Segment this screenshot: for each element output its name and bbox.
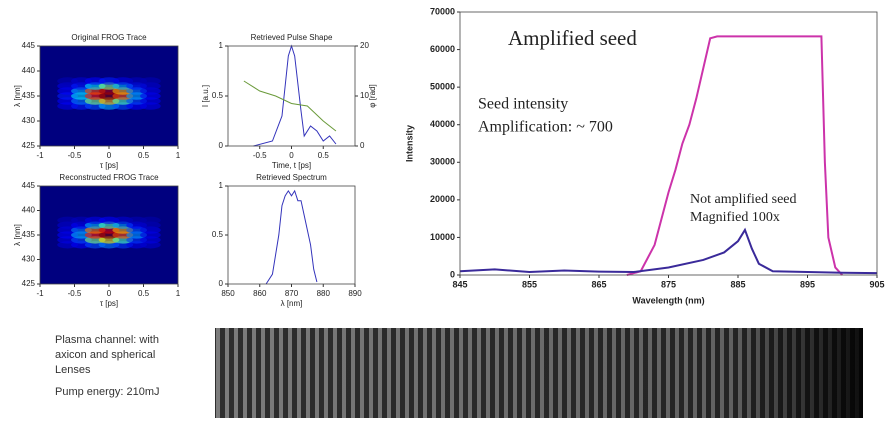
y2-tick-label: 20 bbox=[360, 41, 369, 50]
series-name: Not amplified seed bbox=[690, 192, 797, 207]
y2-tick-label: 0 bbox=[360, 141, 365, 150]
x-tick-label: 1 bbox=[176, 289, 181, 298]
y-tick-label: 1 bbox=[219, 41, 224, 50]
y-tick-label: 1 bbox=[219, 181, 224, 190]
y-tick-label: 440 bbox=[22, 66, 36, 75]
y-axis-label: λ [nm] bbox=[13, 224, 22, 246]
chart: Reconstructed FROG Trace -1 -0.5 0 0.5 1 425 43… bbox=[13, 173, 181, 308]
y-tick-label: 430 bbox=[22, 255, 36, 264]
plot-frame bbox=[227, 45, 356, 147]
x-tick-label: 860 bbox=[253, 289, 267, 298]
plot-frame bbox=[39, 45, 179, 147]
x-tick-label: 865 bbox=[591, 279, 606, 289]
annotation: Amplification: ~ 700 bbox=[478, 119, 613, 136]
x-tick-label: 0 bbox=[289, 151, 294, 160]
y-tick-label: 50000 bbox=[430, 82, 455, 92]
x-tick-label: 0 bbox=[107, 289, 112, 298]
heat-cell bbox=[140, 77, 161, 85]
series-line bbox=[626, 35, 843, 276]
y-tick-label: 40000 bbox=[430, 119, 455, 129]
caption-line: Lenses bbox=[55, 364, 91, 376]
x-tick-label: 1 bbox=[176, 151, 181, 160]
y-tick-label: 0 bbox=[450, 269, 455, 279]
annotation: Magnified 100x bbox=[690, 210, 780, 225]
x-tick-label: -0.5 bbox=[253, 151, 267, 160]
x-tick-label: 845 bbox=[452, 279, 467, 289]
x-tick-label: -1 bbox=[36, 151, 44, 160]
x-tick-label: 875 bbox=[661, 279, 676, 289]
chart-title: Reconstructed FROG Trace bbox=[59, 173, 159, 182]
x-tick-label: -1 bbox=[36, 289, 44, 298]
x-tick-label: 870 bbox=[285, 289, 299, 298]
plot-frame bbox=[459, 11, 878, 276]
y-tick-label: 425 bbox=[22, 141, 36, 150]
series-name: Amplified seed bbox=[508, 26, 637, 50]
x-tick-label: 885 bbox=[730, 279, 745, 289]
x-tick-label: 0 bbox=[107, 151, 112, 160]
chart: 845 855 865 875 885 895 905 0 10000 20000 30000 400… bbox=[404, 6, 884, 305]
pump-energy: Pump energy: 210mJ bbox=[55, 386, 160, 398]
x-tick-label: 895 bbox=[800, 279, 815, 289]
y-tick-label: 20000 bbox=[430, 194, 455, 204]
series-line bbox=[243, 80, 337, 132]
x-tick-label: -0.5 bbox=[68, 151, 82, 160]
chart: Retrieved Spectrum 850 860 870 880 890 0 0.5 1 λ … bbox=[212, 173, 362, 308]
plot-frame bbox=[39, 185, 179, 285]
y-axis-label: Intensity bbox=[404, 125, 414, 162]
y-tick-label: 70000 bbox=[430, 6, 455, 16]
x-axis-label: Wavelength (nm) bbox=[632, 295, 704, 305]
x-axis-label: τ [ps] bbox=[100, 161, 118, 170]
chart-title: Retrieved Spectrum bbox=[256, 173, 327, 182]
y-tick-label: 425 bbox=[22, 279, 36, 288]
y2-tick-label: 10 bbox=[360, 91, 369, 100]
caption-line: Plasma channel: with bbox=[55, 334, 159, 346]
x-tick-label: 850 bbox=[221, 289, 235, 298]
series-line bbox=[265, 189, 318, 285]
chart: Original FROG Trace -1 -0.5 0 0.5 1 425 430 435 4… bbox=[13, 33, 181, 170]
y-tick-label: 0 bbox=[219, 279, 224, 288]
x-tick-label: 855 bbox=[522, 279, 537, 289]
x-axis-label: Time, t [ps] bbox=[272, 161, 311, 170]
y-tick-label: 0.5 bbox=[212, 91, 224, 100]
x-tick-label: 0.5 bbox=[318, 151, 330, 160]
y-tick-label: 10000 bbox=[430, 232, 455, 242]
y-tick-label: 60000 bbox=[430, 44, 455, 54]
y-tick-label: 445 bbox=[22, 181, 36, 190]
plasma-image-shade bbox=[215, 328, 863, 418]
y-tick-label: 435 bbox=[22, 230, 36, 239]
x-tick-label: 0.5 bbox=[138, 151, 150, 160]
series-line bbox=[459, 227, 878, 275]
chart-title: Original FROG Trace bbox=[71, 33, 147, 42]
y-tick-label: 0.5 bbox=[212, 230, 224, 239]
y2-axis-label: φ [rad] bbox=[368, 84, 377, 107]
caption-line: axicon and spherical bbox=[55, 349, 155, 361]
x-tick-label: 0.5 bbox=[138, 289, 150, 298]
y-tick-label: 435 bbox=[22, 91, 36, 100]
annotation: Seed intensity bbox=[478, 96, 568, 113]
x-tick-label: -0.5 bbox=[68, 289, 82, 298]
y-axis-label: λ [nm] bbox=[13, 85, 22, 107]
y-tick-label: 440 bbox=[22, 206, 36, 215]
y-tick-label: 430 bbox=[22, 116, 36, 125]
x-tick-label: 890 bbox=[348, 289, 362, 298]
series-line bbox=[253, 44, 337, 147]
chart: Retrieved Pulse Shape-0.5 0 0.500.5101020T… bbox=[201, 33, 377, 170]
heat-cell bbox=[140, 216, 161, 224]
x-tick-label: 905 bbox=[869, 279, 884, 289]
x-axis-label: τ [ps] bbox=[100, 299, 118, 308]
chart-title: Retrieved Pulse Shape bbox=[251, 33, 333, 42]
x-axis-label: λ [nm] bbox=[281, 299, 303, 308]
plot-frame bbox=[227, 185, 356, 285]
x-tick-label: 880 bbox=[317, 289, 331, 298]
y-tick-label: 30000 bbox=[430, 157, 455, 167]
y-tick-label: 0 bbox=[219, 141, 224, 150]
y-tick-label: 445 bbox=[22, 41, 36, 50]
y-axis-label: I [a.u.] bbox=[201, 85, 210, 107]
